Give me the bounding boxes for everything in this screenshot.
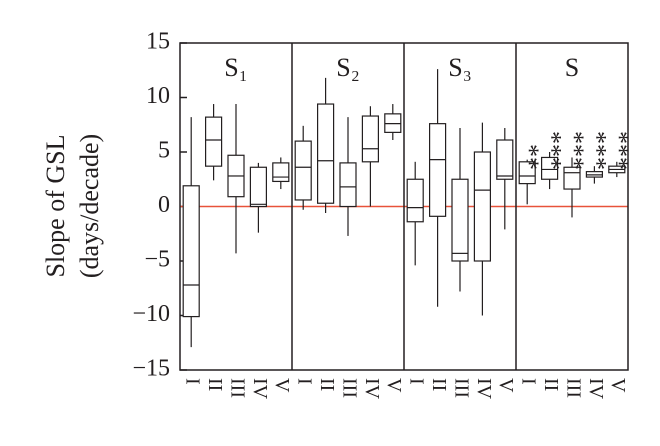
box bbox=[406, 178, 424, 223]
x-tick-label: I bbox=[294, 378, 316, 385]
panel-title: S bbox=[565, 53, 579, 82]
x-tick-label: I bbox=[518, 378, 540, 385]
y-tick-label: 0 bbox=[158, 192, 170, 218]
significance: ** bbox=[515, 144, 544, 170]
significance: *** bbox=[538, 131, 567, 170]
x-tick-label: IV bbox=[361, 378, 383, 400]
box bbox=[429, 123, 447, 217]
box bbox=[563, 166, 581, 190]
significance: *** bbox=[560, 131, 589, 170]
box bbox=[518, 161, 536, 185]
box bbox=[540, 156, 559, 180]
panel-title: S₂ bbox=[336, 53, 360, 82]
box bbox=[249, 166, 267, 208]
y-tick-label: 5 bbox=[158, 138, 170, 164]
x-tick-label: III bbox=[450, 378, 472, 398]
x-tick-label: II bbox=[540, 378, 562, 391]
y-tick-label: −5 bbox=[144, 247, 170, 273]
box bbox=[182, 185, 200, 318]
x-tick-label: II bbox=[204, 378, 226, 391]
panel-title: S₃ bbox=[448, 53, 472, 82]
box bbox=[205, 116, 223, 167]
x-tick-label: I bbox=[182, 378, 204, 385]
y-axis-label: Slope of GSL bbox=[41, 135, 70, 278]
x-tick-label: I bbox=[406, 378, 428, 385]
x-tick-label: IV bbox=[473, 378, 495, 400]
y-tick-label: −15 bbox=[132, 356, 170, 382]
plot-frame bbox=[179, 42, 629, 371]
y-axis-label: (days/decade) bbox=[75, 134, 104, 278]
x-tick-label: IV bbox=[249, 378, 271, 400]
box bbox=[496, 139, 514, 180]
box bbox=[317, 103, 335, 204]
x-tick-label: IV bbox=[585, 378, 607, 400]
x-tick-label: II bbox=[428, 378, 450, 391]
box bbox=[361, 115, 379, 163]
box bbox=[272, 162, 290, 183]
box bbox=[294, 140, 312, 201]
panel-title: S₁ bbox=[224, 53, 248, 82]
x-tick-label: V bbox=[383, 378, 405, 393]
y-tick-label: 10 bbox=[146, 83, 170, 109]
y-tick-label: −10 bbox=[132, 301, 170, 327]
x-tick-label: III bbox=[562, 378, 584, 398]
significance: *** bbox=[605, 131, 634, 170]
x-tick-label: III bbox=[338, 378, 360, 398]
significance: *** bbox=[582, 131, 611, 170]
x-tick-label: V bbox=[271, 378, 293, 393]
box bbox=[339, 162, 357, 208]
x-tick-label: III bbox=[226, 378, 248, 398]
box bbox=[473, 151, 491, 262]
x-tick-label: V bbox=[495, 378, 517, 393]
x-tick-label: II bbox=[316, 378, 338, 391]
y-tick-label: 15 bbox=[146, 29, 170, 55]
x-tick-label: V bbox=[607, 378, 629, 393]
box bbox=[451, 178, 469, 262]
